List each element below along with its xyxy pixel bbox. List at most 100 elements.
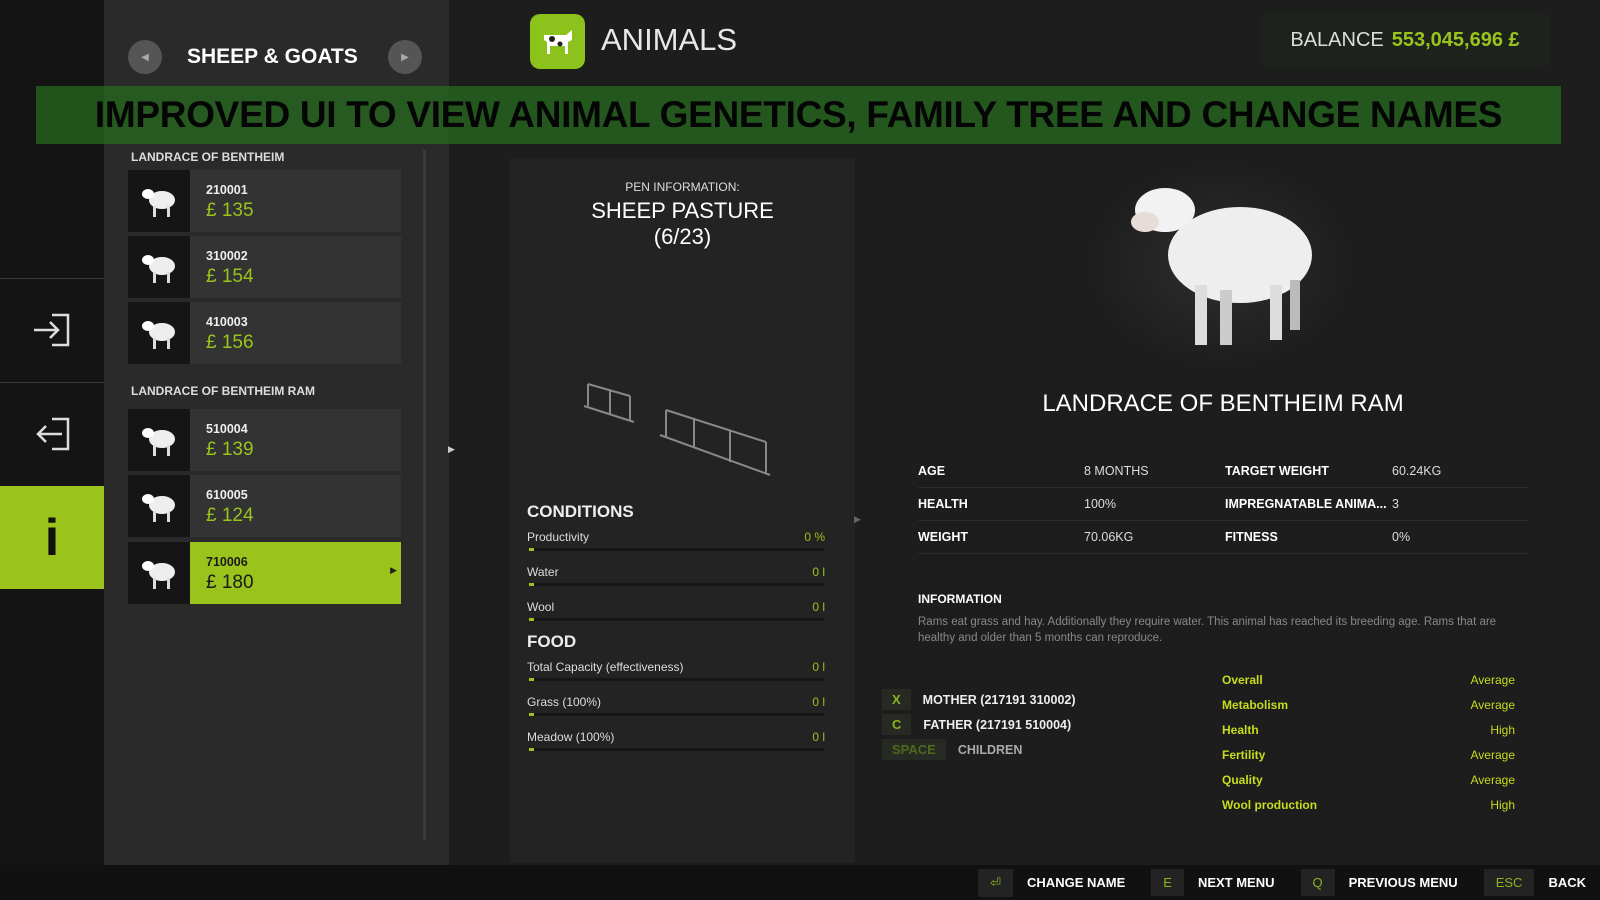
animal-id: 410003 bbox=[206, 315, 248, 329]
animal-thumbnail bbox=[128, 409, 190, 471]
stat-label: WEIGHT bbox=[918, 530, 968, 544]
genetics-row: Metabolism Average bbox=[1222, 698, 1515, 712]
animal-thumbnail bbox=[128, 542, 190, 604]
collapse-arrow-icon[interactable]: ▶ bbox=[448, 444, 455, 454]
item-body: 210001 £ 135 bbox=[190, 170, 401, 232]
row-label: Grass (100%) bbox=[527, 695, 602, 709]
item-body: 710006 £ 180 bbox=[190, 542, 401, 604]
progress-fill bbox=[529, 548, 534, 551]
animal-list-item[interactable]: 210001 £ 135 bbox=[128, 170, 401, 232]
animal-list-item[interactable]: 710006 £ 180 ▶ bbox=[128, 542, 401, 604]
balance-box: BALANCE 553,045,696 £ bbox=[1260, 12, 1550, 68]
family-link-children[interactable]: SPACE CHILDREN bbox=[882, 739, 1022, 760]
side-rail: i bbox=[0, 0, 104, 865]
row-value: 0 l bbox=[812, 565, 825, 579]
stat-value: 60.24KG bbox=[1392, 464, 1442, 478]
key-hint: ⏎ bbox=[978, 868, 1014, 897]
genetics-label: Metabolism bbox=[1222, 698, 1289, 712]
family-link-father[interactable]: C FATHER (217191 510004) bbox=[882, 714, 1071, 735]
food-row: Grass (100%) 0 l bbox=[527, 695, 825, 709]
family-label: CHILDREN bbox=[957, 742, 1023, 757]
sheep-icon bbox=[142, 561, 175, 589]
animal-price: £ 124 bbox=[206, 505, 254, 526]
enter-button[interactable] bbox=[0, 279, 104, 381]
family-link-mother[interactable]: X MOTHER (217191 310002) bbox=[882, 689, 1076, 710]
cow-icon bbox=[543, 29, 572, 54]
animal-list-item[interactable]: 510004 £ 139 bbox=[128, 409, 401, 471]
row-label: Water bbox=[527, 565, 559, 579]
next-category-button[interactable]: ▶ bbox=[388, 40, 422, 74]
animal-preview bbox=[1085, 160, 1355, 370]
genetics-value: High bbox=[1490, 798, 1515, 812]
sheep-icon bbox=[142, 189, 175, 217]
sheep-icon bbox=[142, 321, 175, 349]
pen-trough-image bbox=[583, 383, 771, 476]
key-hint: X bbox=[882, 689, 911, 710]
info-text: Rams eat grass and hay. Additionally the… bbox=[918, 616, 1497, 644]
hint-label: PREVIOUS MENU bbox=[1348, 875, 1458, 890]
row-value: 0 l bbox=[812, 695, 825, 709]
key-hint: ESC bbox=[1483, 869, 1535, 896]
genetics-row: Overall Average bbox=[1222, 673, 1515, 687]
row-label: Meadow (100%) bbox=[527, 730, 615, 744]
exit-button[interactable] bbox=[0, 383, 104, 485]
animal-list-item[interactable]: 410003 £ 156 bbox=[128, 302, 401, 364]
row-label: Wool bbox=[527, 600, 555, 614]
genetics-label: Fertility bbox=[1222, 748, 1266, 762]
key-hint: SPACE bbox=[882, 739, 946, 760]
scrollbar[interactable] bbox=[423, 150, 426, 840]
pen-name: SHEEP PASTURE bbox=[591, 198, 774, 223]
info-button[interactable]: i bbox=[0, 486, 104, 589]
balance-value: 553,045,696 £ bbox=[1391, 28, 1520, 51]
stat-label: FITNESS bbox=[1225, 530, 1278, 544]
previous-menu-button[interactable]: Q PREVIOUS MENU bbox=[1300, 869, 1458, 896]
hint-label: CHANGE NAME bbox=[1027, 875, 1126, 890]
hint-label: BACK bbox=[1548, 875, 1586, 890]
banner-text: IMPROVED UI TO VIEW ANIMAL GENETICS, FAM… bbox=[94, 94, 1503, 135]
category-title: SHEEP & GOATS bbox=[187, 45, 358, 68]
pen-count: (6/23) bbox=[653, 224, 712, 249]
food-row: Meadow (100%) 0 l bbox=[527, 730, 825, 744]
animal-id: 510004 bbox=[206, 422, 248, 436]
progress-bar bbox=[529, 548, 824, 551]
animal-list-item[interactable]: 310002 £ 154 bbox=[128, 236, 401, 298]
next-menu-button[interactable]: E NEXT MENU bbox=[1151, 869, 1275, 896]
expand-arrow-icon[interactable]: ▶ bbox=[854, 514, 861, 524]
divider bbox=[0, 382, 104, 383]
stat-label: IMPREGNATABLE ANIMA... bbox=[1225, 497, 1387, 511]
food-title: FOOD bbox=[527, 632, 577, 651]
balance-label: BALANCE bbox=[1290, 28, 1384, 51]
sheep-image bbox=[1131, 188, 1312, 345]
stat-value: 3 bbox=[1392, 497, 1399, 511]
key-hint: Q bbox=[1300, 869, 1335, 896]
family-label: FATHER (217191 510004) bbox=[923, 717, 1072, 732]
sheep-icon bbox=[142, 494, 175, 522]
hint-label: NEXT MENU bbox=[1197, 875, 1275, 890]
stat-label: TARGET WEIGHT bbox=[1225, 464, 1329, 478]
animal-id: 210001 bbox=[206, 183, 248, 197]
animal-thumbnail bbox=[128, 170, 190, 232]
back-button[interactable]: ESC BACK bbox=[1483, 869, 1586, 896]
animal-price: £ 180 bbox=[206, 572, 254, 593]
animal-name: LANDRACE OF BENTHEIM RAM bbox=[1042, 390, 1404, 417]
animal-thumbnail bbox=[128, 302, 190, 364]
stat-row: AGE 8 MONTHS TARGET WEIGHT 60.24KG bbox=[918, 455, 1528, 488]
genetics-row: Fertility Average bbox=[1222, 748, 1515, 762]
row-label: Total Capacity (effectiveness) bbox=[527, 660, 684, 674]
item-body: 510004 £ 139 bbox=[190, 409, 401, 471]
animal-price: £ 135 bbox=[206, 200, 254, 221]
progress-bar bbox=[529, 678, 824, 681]
animal-id: 610005 bbox=[206, 488, 248, 502]
animal-thumbnail bbox=[128, 236, 190, 298]
conditions-row: Wool 0 l bbox=[527, 600, 825, 614]
change-name-button[interactable]: ⏎ CHANGE NAME bbox=[978, 868, 1126, 897]
page-title: ANIMALS bbox=[601, 22, 738, 57]
progress-fill bbox=[529, 583, 534, 586]
prev-category-button[interactable]: ◀ bbox=[128, 40, 162, 74]
animal-id: 710006 bbox=[206, 555, 248, 569]
stat-row: HEALTH 100% IMPREGNATABLE ANIMA... 3 bbox=[918, 488, 1528, 521]
animal-list-item[interactable]: 610005 £ 124 bbox=[128, 475, 401, 537]
caret-left-icon: ◀ bbox=[141, 51, 149, 63]
genetics-value: Average bbox=[1470, 673, 1515, 687]
genetics-label: Wool production bbox=[1222, 798, 1318, 812]
